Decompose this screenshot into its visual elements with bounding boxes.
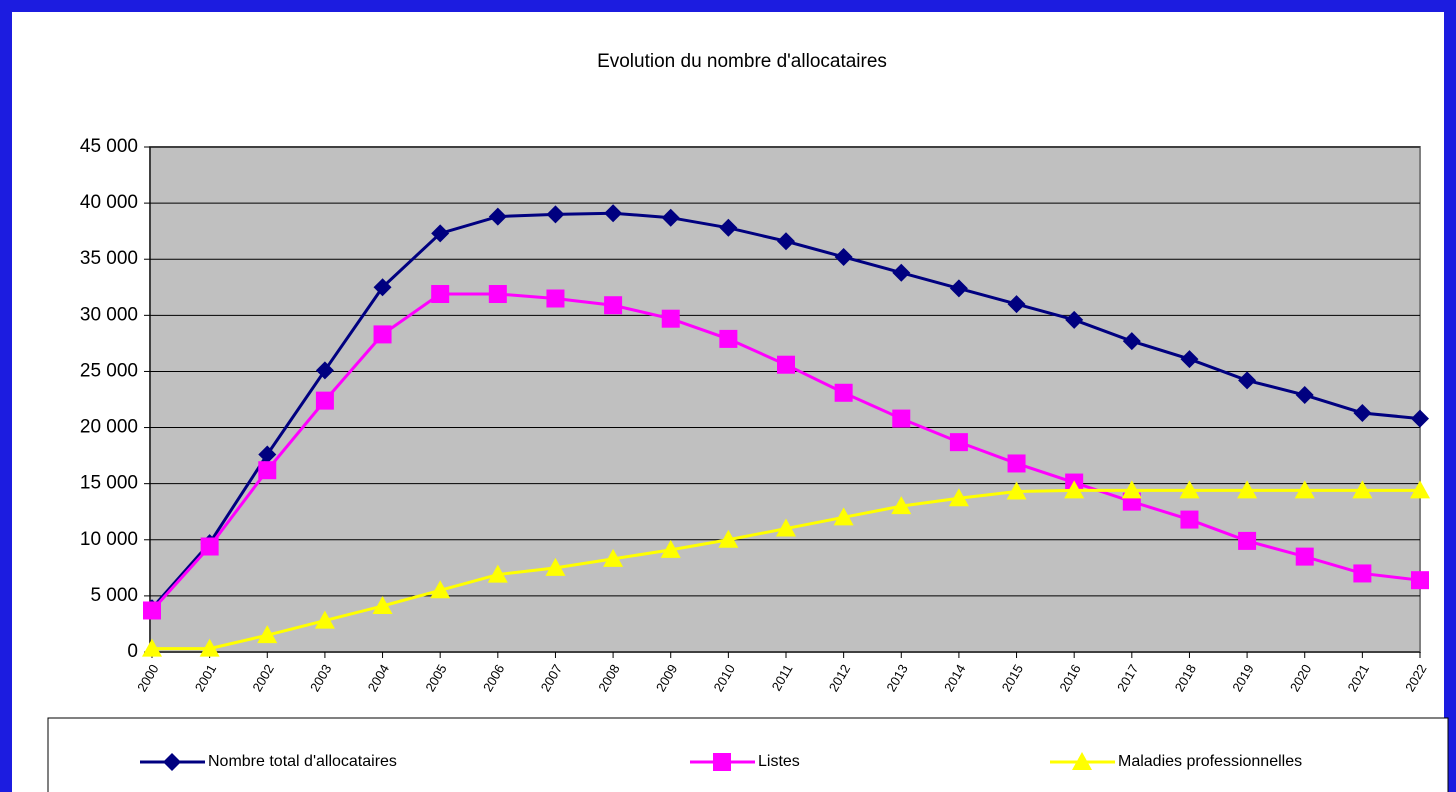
marker xyxy=(487,564,508,583)
marker xyxy=(948,488,969,507)
marker xyxy=(315,391,334,410)
marker xyxy=(373,278,392,297)
marker xyxy=(603,548,624,567)
y-tick-label: 25 000 xyxy=(80,360,138,381)
marker xyxy=(431,285,450,304)
y-tick-label: 15 000 xyxy=(80,473,138,494)
marker xyxy=(1180,510,1199,529)
marker xyxy=(1352,480,1373,499)
marker xyxy=(546,205,565,224)
marker xyxy=(719,218,738,237)
marker xyxy=(199,638,220,657)
marker xyxy=(142,638,162,657)
y-tick-label: 5 000 xyxy=(90,585,138,606)
marker xyxy=(1411,571,1429,590)
legend-label: Listes xyxy=(758,753,800,770)
marker xyxy=(430,580,451,599)
legend-label: Nombre total d'allocataires xyxy=(208,753,397,770)
marker xyxy=(949,433,968,452)
marker xyxy=(776,518,796,537)
marker xyxy=(1294,480,1315,499)
marker xyxy=(1180,350,1199,369)
marker xyxy=(660,539,681,558)
y-tick-label: 40 000 xyxy=(80,192,138,213)
marker xyxy=(372,595,393,614)
y-tick-label: 45 000 xyxy=(80,136,138,157)
marker xyxy=(604,296,623,315)
marker xyxy=(1410,480,1430,499)
marker xyxy=(892,409,911,428)
marker xyxy=(777,355,795,374)
marker xyxy=(314,610,335,629)
y-tick-label: 0 xyxy=(127,641,138,662)
marker xyxy=(661,309,680,328)
marker xyxy=(1238,531,1257,550)
y-tick-label: 20 000 xyxy=(80,417,138,438)
marker xyxy=(1353,564,1372,583)
marker xyxy=(488,285,507,304)
marker xyxy=(373,325,392,344)
marker xyxy=(834,247,853,266)
plot-area xyxy=(149,146,1421,653)
marker xyxy=(546,289,565,308)
marker xyxy=(661,208,680,227)
marker xyxy=(1065,310,1084,329)
legend-label: Maladies professionnelles xyxy=(1118,753,1302,770)
marker xyxy=(834,383,853,402)
marker xyxy=(1072,752,1092,770)
marker xyxy=(163,753,181,771)
marker xyxy=(1295,386,1314,405)
marker xyxy=(1007,454,1026,473)
marker xyxy=(1295,547,1314,566)
y-tick-label: 10 000 xyxy=(80,529,138,550)
marker xyxy=(258,445,277,464)
marker xyxy=(1237,480,1258,499)
marker xyxy=(718,529,739,548)
marker xyxy=(1353,403,1372,422)
marker xyxy=(200,537,219,556)
marker xyxy=(1122,332,1141,351)
marker xyxy=(833,507,854,526)
marker xyxy=(258,461,277,480)
marker xyxy=(143,601,161,620)
y-tick-label: 30 000 xyxy=(80,304,138,325)
marker xyxy=(545,557,566,576)
legend-box xyxy=(47,717,1449,792)
marker xyxy=(431,224,450,243)
marker xyxy=(1238,371,1257,390)
chart-title: Evolution du nombre d'allocataires xyxy=(597,51,887,72)
marker xyxy=(1121,480,1142,499)
marker xyxy=(1064,480,1085,499)
marker xyxy=(713,753,731,771)
marker xyxy=(891,496,912,515)
marker xyxy=(892,263,911,282)
marker xyxy=(719,329,738,348)
marker xyxy=(1179,480,1200,499)
y-tick-label: 35 000 xyxy=(80,248,138,269)
marker xyxy=(777,232,795,251)
marker xyxy=(604,204,623,223)
marker xyxy=(949,279,968,298)
marker xyxy=(257,625,278,644)
marker xyxy=(1006,481,1027,500)
marker xyxy=(1411,409,1429,428)
marker xyxy=(488,207,507,226)
marker xyxy=(1007,295,1026,314)
marker xyxy=(315,361,334,380)
